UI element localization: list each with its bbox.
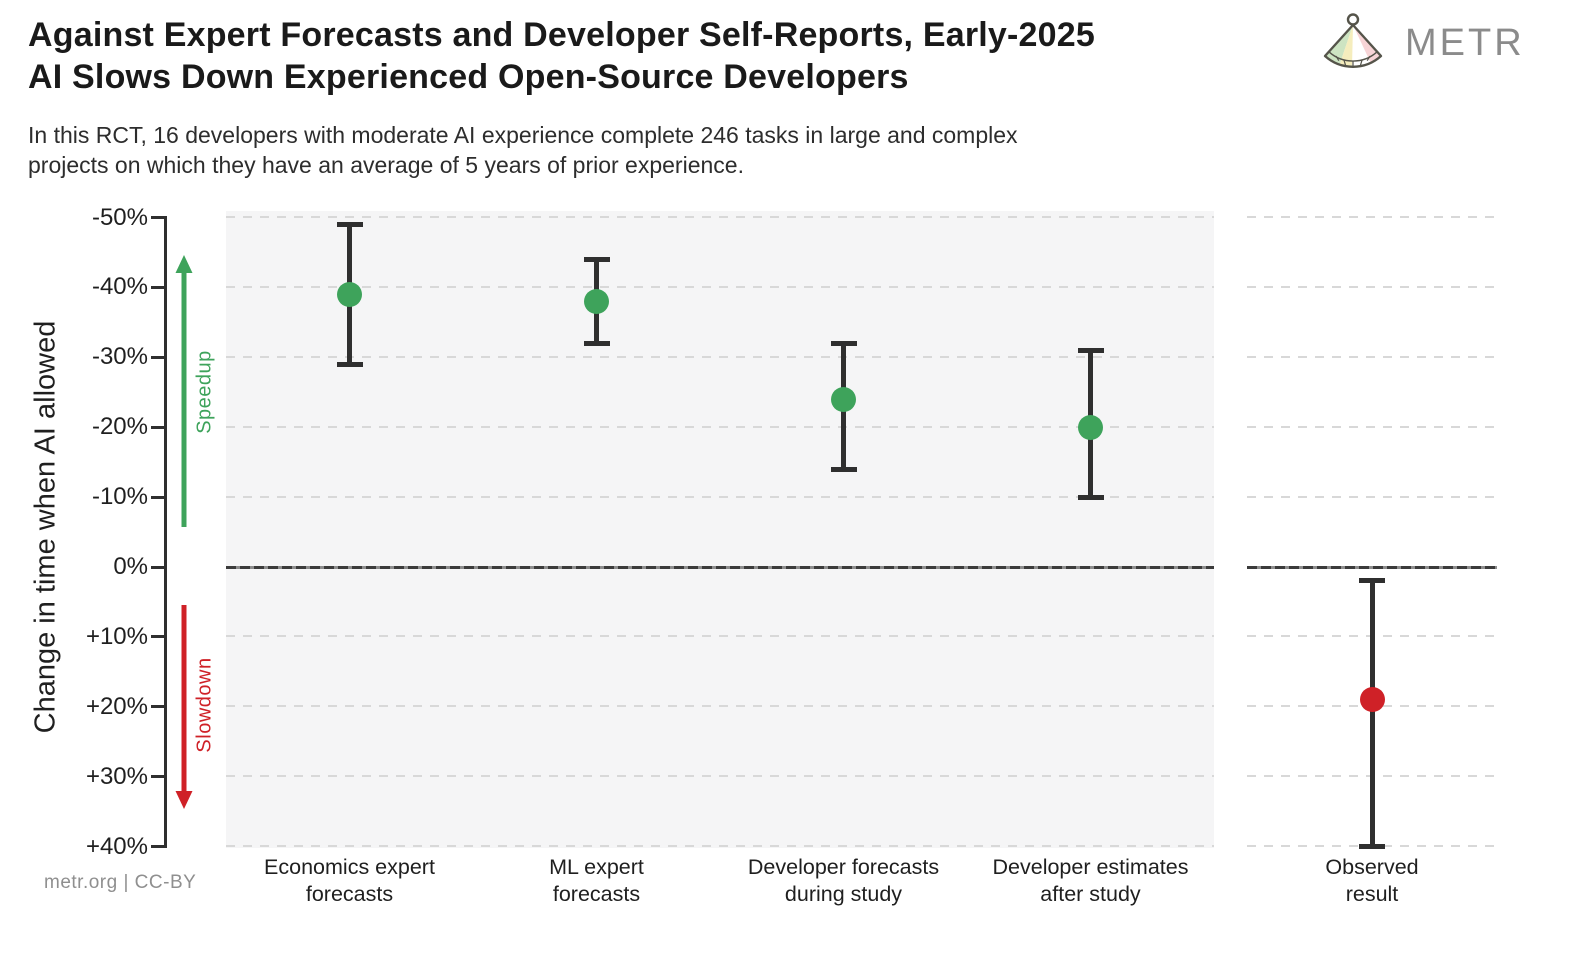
error-bar-cap-lower [1077,494,1104,500]
category-label: Developer forecasts during study [747,855,940,906]
metr-logo-text: METR [1405,21,1525,64]
zero-baseline [1247,565,1497,569]
gridline [226,775,1214,778]
y-axis-tick [151,216,165,219]
category-label: ML expert forecasts [549,855,644,906]
gridline [1247,216,1497,218]
gridline [1247,425,1497,428]
y-axis-tick [151,355,165,359]
zero-baseline [226,565,1214,569]
subtitle-line-1: In this RCT, 16 developers with moderate… [28,122,1018,148]
error-bar-cap-upper [830,340,857,346]
title-line-2: AI Slows Down Experienced Open-Source De… [28,58,909,96]
speedup-annotation: Speedup [193,350,216,434]
page-title: Against Expert Forecasts and Developer S… [28,14,1095,98]
slowdown-arrowhead-icon [175,791,193,809]
y-tick-label: +40% [85,832,148,860]
subtitle-line-2: projects on which they have an average o… [28,152,744,178]
gridline [1247,495,1497,498]
error-bar-cap-upper [1077,347,1104,353]
gridline [226,495,1214,498]
category-label: Developer estimates after study [992,855,1189,906]
y-axis-title: Change in time when AI allowed [29,320,62,734]
license-credit: metr.org | CC-BY [44,872,197,893]
error-bar-cap-lower [583,340,610,346]
error-bar-cap-lower [830,466,857,472]
category-label: Observed result [1325,855,1419,906]
direction-arrows [175,255,193,809]
y-axis-tick [151,705,165,709]
y-axis-tick [151,635,165,639]
gridline [226,355,1214,358]
y-axis-tick [151,565,165,569]
y-tick-label: -40% [91,273,148,301]
gridline [1247,355,1497,358]
slowdown-annotation: Slowdown [193,657,216,753]
gridline [226,425,1214,428]
data-point [337,281,362,307]
y-axis-tick [151,495,165,499]
y-tick-label: +30% [85,762,148,790]
y-tick-label: -20% [91,413,148,441]
metr-logo: METR [1316,10,1525,76]
data-point [831,386,856,412]
y-axis-spine [164,216,167,848]
data-point [1359,687,1385,713]
error-bar-cap-lower [1359,844,1385,850]
data-point [1078,414,1103,440]
y-tick-label: +20% [85,692,148,720]
speedup-arrowhead-icon [175,255,193,273]
chart-subtitle: In this RCT, 16 developers with moderate… [28,120,1018,180]
error-bar-cap-upper [1359,578,1385,584]
error-bar-cap-upper [583,256,610,262]
y-axis-tick [151,845,165,849]
y-axis-tick [151,425,165,429]
category-label: Economics expert forecasts [264,855,435,906]
gridline [226,705,1214,708]
gridline [1247,285,1497,288]
y-tick-label: -10% [91,483,148,511]
error-bar-cap-lower [336,361,363,367]
title-line-1: Against Expert Forecasts and Developer S… [28,16,1095,54]
data-point [584,288,609,314]
y-axis-tick [151,775,165,779]
gridline [226,285,1214,288]
y-tick-label: -30% [91,343,148,371]
metr-fan-icon [1323,13,1383,68]
gridline [226,635,1214,638]
error-bar [1369,580,1375,847]
y-tick-label: 0% [113,553,148,580]
gridline [226,845,1214,848]
gridline [226,216,1214,218]
plot-panel-main [226,211,1214,848]
error-bar-cap-upper [336,221,363,227]
y-axis-tick [151,285,165,289]
y-tick-label: -50% [91,203,148,231]
y-tick-label: +10% [85,622,148,650]
